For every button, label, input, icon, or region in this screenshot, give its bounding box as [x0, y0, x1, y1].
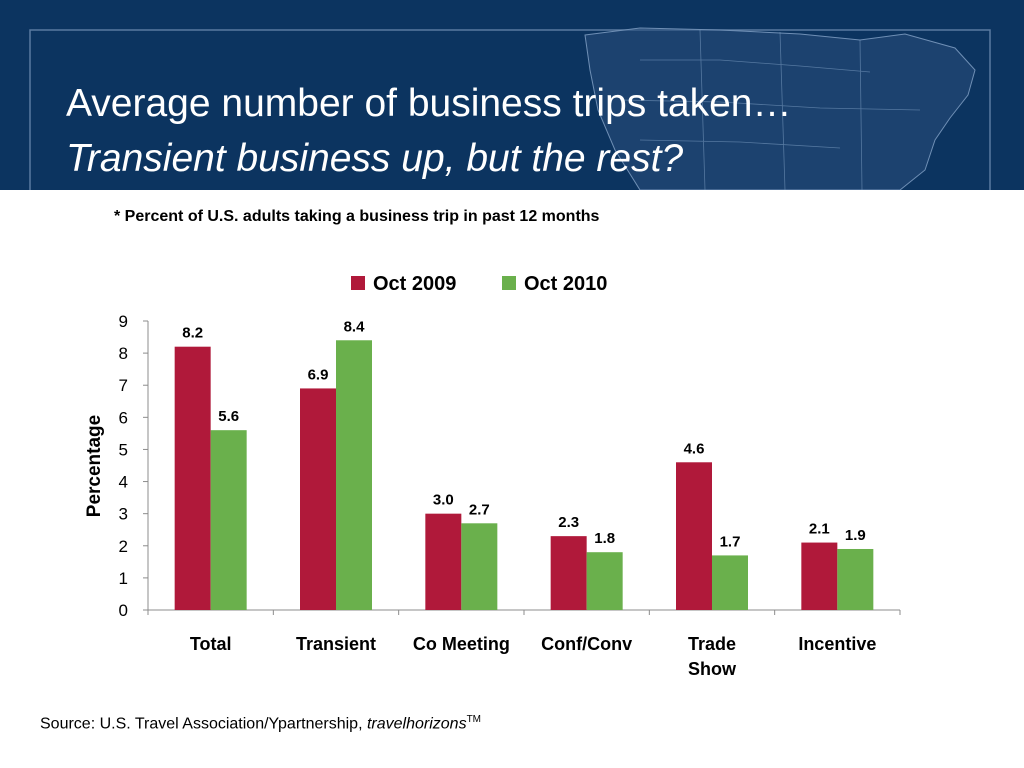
us-map-watermark	[29, 27, 991, 190]
x-category-label: Total	[190, 634, 232, 654]
data-label: 6.9	[308, 366, 329, 383]
legend-label: Oct 2009	[373, 273, 456, 295]
data-label: 1.8	[594, 530, 615, 547]
x-category-label: Transient	[296, 634, 376, 654]
data-label: 2.1	[809, 521, 830, 538]
data-label: 2.3	[558, 514, 579, 531]
y-tick-label: 2	[119, 537, 128, 556]
y-tick-label: 9	[119, 312, 128, 331]
bar-oct-2010	[837, 548, 874, 610]
bar-oct-2009	[300, 388, 336, 610]
data-label: 3.0	[433, 492, 454, 509]
source-publication: travelhorizons	[366, 715, 467, 733]
bar-oct-2009	[174, 346, 211, 610]
title-banner: Average number of business trips taken… …	[0, 0, 1024, 190]
x-category-label: Conf/Conv	[541, 634, 632, 654]
y-tick-label: 6	[119, 408, 128, 427]
y-tick-label: 1	[119, 569, 128, 588]
source-text: Source: U.S. Travel Association/Ypartner…	[40, 715, 367, 733]
data-label: 8.4	[344, 318, 366, 335]
bar-oct-2009	[550, 536, 587, 610]
source-note: Source: U.S. Travel Association/Ypartner…	[40, 714, 481, 733]
data-label: 4.6	[684, 440, 705, 457]
data-label: 1.7	[720, 533, 741, 550]
slide-title: Average number of business trips taken…	[66, 82, 792, 125]
bar-oct-2009	[801, 542, 838, 610]
source-trademark: TM	[466, 714, 482, 725]
bar-oct-2010	[461, 523, 498, 610]
legend-swatch	[502, 276, 516, 290]
x-category-label: Incentive	[798, 634, 876, 654]
y-tick-label: 5	[119, 440, 128, 459]
x-category-label: Trade	[688, 634, 736, 654]
slide-subtitle-italic: Transient business up, but the rest?	[66, 137, 684, 180]
chart-note: * Percent of U.S. adults taking a busine…	[114, 208, 600, 225]
y-tick-label: 0	[119, 601, 128, 620]
x-category-label: Co Meeting	[413, 634, 510, 654]
bar-oct-2009	[676, 462, 712, 610]
x-category-label: Show	[688, 659, 737, 679]
y-tick-label: 8	[119, 344, 128, 363]
data-label: 5.6	[218, 408, 239, 425]
legend-swatch	[351, 276, 365, 290]
bar-oct-2010	[712, 555, 748, 610]
data-label: 2.7	[469, 501, 490, 518]
legend-label: Oct 2010	[524, 273, 607, 295]
data-label: 8.2	[182, 325, 203, 342]
y-tick-label: 3	[119, 505, 128, 524]
y-axis-label: Percentage	[84, 415, 105, 517]
bar-oct-2010	[336, 340, 372, 610]
data-label: 1.9	[845, 527, 866, 544]
bar-oct-2010	[586, 552, 623, 610]
y-tick-label: 7	[119, 376, 128, 395]
bar-oct-2010	[210, 430, 247, 610]
bar-oct-2009	[425, 513, 462, 610]
y-tick-label: 4	[119, 473, 128, 492]
